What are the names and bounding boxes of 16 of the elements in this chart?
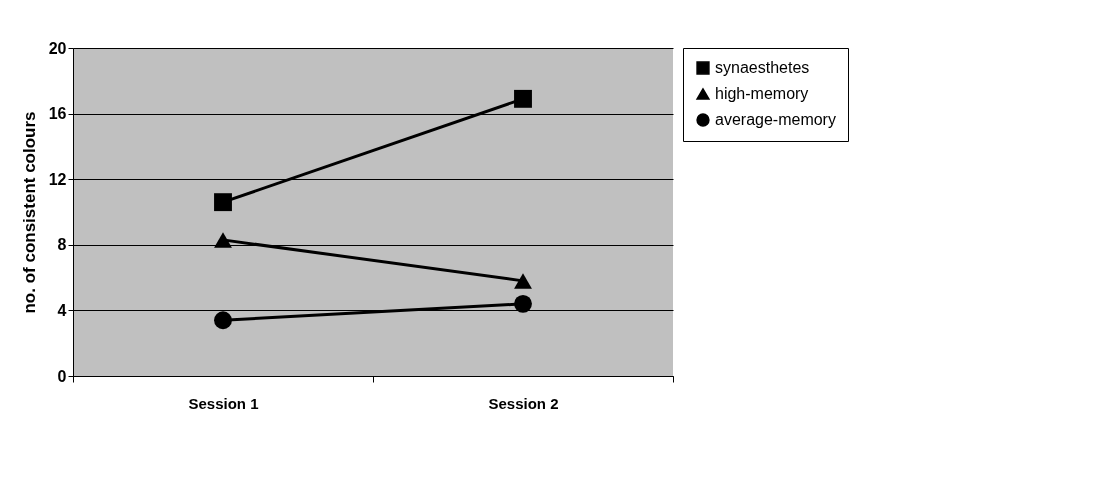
legend-label: average-memory — [715, 111, 836, 128]
y-tick-label: 8 — [57, 236, 67, 254]
point — [214, 311, 232, 330]
legend-label: high-memory — [715, 85, 809, 102]
y-tick-label: 4 — [57, 301, 67, 319]
y-tick-label: 12 — [48, 170, 67, 188]
x-tick-label: Session 1 — [188, 394, 259, 412]
legend-label: synaesthetes — [715, 59, 810, 76]
y-tick-label: 16 — [48, 105, 67, 123]
point — [214, 193, 232, 212]
y-tick-label: 0 — [57, 367, 67, 385]
point — [514, 89, 532, 108]
x-tick-label: Session 2 — [488, 394, 559, 412]
y-tick-label: 20 — [48, 39, 67, 57]
point — [514, 294, 532, 313]
y-axis-title: no. of consistent colours — [19, 111, 39, 314]
